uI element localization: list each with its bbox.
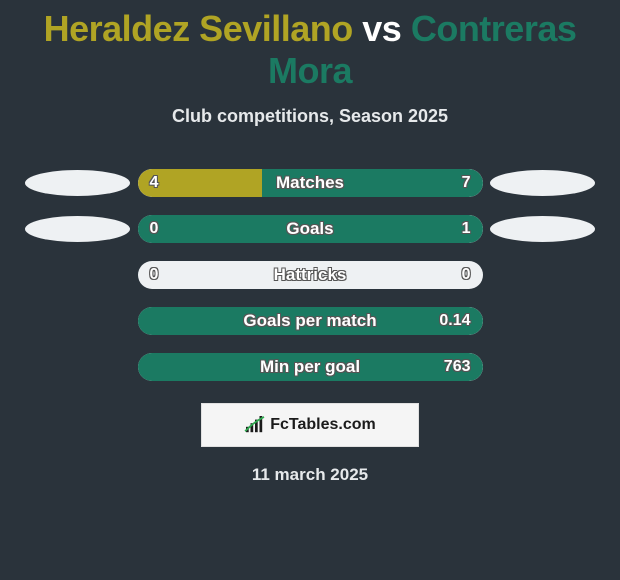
stat-row: 4 7 Matches [18, 169, 603, 197]
player2-badge [490, 170, 595, 196]
stat-label: Matches [276, 173, 344, 193]
stat-bar: 0 0 Hattricks [138, 261, 483, 289]
player1-badge [25, 170, 130, 196]
stat-value-right: 7 [462, 174, 471, 192]
vs-label: vs [362, 8, 401, 49]
player1-badge [25, 216, 130, 242]
stat-row: 0 1 Goals [18, 215, 603, 243]
stat-value-left: 4 [150, 174, 159, 192]
stat-label: Goals [286, 219, 333, 239]
stat-bar: 0 1 Goals [138, 215, 483, 243]
stat-label: Hattricks [274, 265, 347, 285]
stat-value-left: 0 [150, 220, 159, 238]
stat-value-right: 0.14 [439, 312, 470, 330]
stat-bar: 0.14 Goals per match [138, 307, 483, 335]
stat-value-right: 0 [462, 266, 471, 284]
player1-name: Heraldez Sevillano [44, 8, 353, 49]
stat-value-right: 763 [444, 358, 471, 376]
stats-container: 4 7 Matches 0 1 Goals 0 0 Hattricks 0.14 Goals per… [0, 169, 620, 381]
page-title: Heraldez Sevillano vs Contreras Mora [0, 0, 620, 92]
bar-chart-icon [244, 416, 266, 434]
stat-bar: 763 Min per goal [138, 353, 483, 381]
fctables-label: FcTables.com [270, 416, 376, 434]
fctables-badge[interactable]: FcTables.com [201, 403, 419, 447]
stat-label: Goals per match [243, 311, 376, 331]
stat-bar: 4 7 Matches [138, 169, 483, 197]
date-label: 11 march 2025 [0, 465, 620, 485]
stat-row: 0 0 Hattricks [18, 261, 603, 289]
stat-value-left: 0 [150, 266, 159, 284]
stat-label: Min per goal [260, 357, 360, 377]
stat-row: 763 Min per goal [18, 353, 603, 381]
stat-value-right: 1 [462, 220, 471, 238]
stat-row: 0.14 Goals per match [18, 307, 603, 335]
subtitle: Club competitions, Season 2025 [0, 106, 620, 127]
player2-badge [490, 216, 595, 242]
